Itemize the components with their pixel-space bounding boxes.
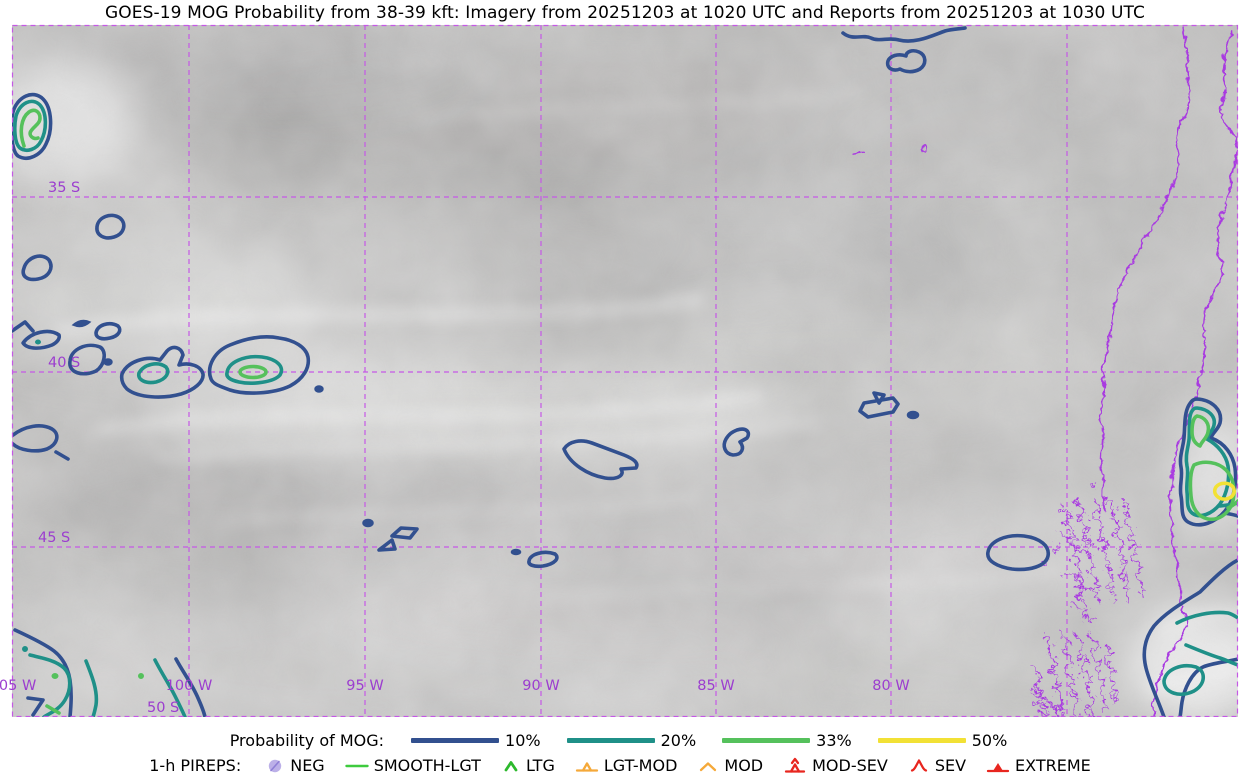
page-title: GOES-19 MOG Probability from 38-39 kft: … bbox=[105, 3, 1145, 23]
legend-item-label: EXTREME bbox=[1015, 756, 1091, 775]
legend-item-label: MOD bbox=[724, 756, 764, 775]
contours-20pct bbox=[13, 99, 1238, 717]
fjords bbox=[1027, 477, 1140, 717]
lon-label-95w: 95 W bbox=[346, 678, 383, 694]
lon-label-90w: 90 W bbox=[522, 678, 559, 694]
green-line-icon bbox=[345, 764, 369, 767]
legend-item-lgt-mod: LGT-MOD bbox=[575, 756, 678, 775]
legend-item-sev: SEV bbox=[908, 756, 966, 775]
satellite-imagery bbox=[12, 25, 1238, 717]
legend-item-label: MOD-SEV bbox=[812, 756, 888, 775]
lat-label-35s: 35 S bbox=[48, 180, 80, 196]
lon-label-85w: 85 W bbox=[697, 678, 734, 694]
prob-20-line-swatch bbox=[566, 738, 655, 743]
legend-item-ltg: LTG bbox=[501, 756, 555, 775]
legend-item-20pct: 20% bbox=[566, 731, 697, 750]
neg-circle-slash-icon bbox=[269, 759, 282, 772]
legend-item-label: SEV bbox=[934, 756, 967, 775]
legend-item-label: NEG bbox=[290, 756, 325, 775]
red-triangle-caret-icon bbox=[784, 757, 806, 773]
legend-item-label: 33% bbox=[816, 731, 852, 750]
legend-item-extreme: EXTREME bbox=[986, 756, 1091, 775]
legend-item-label: LGT-MOD bbox=[603, 756, 678, 775]
legend-item-label: 10% bbox=[505, 731, 541, 750]
map-border bbox=[11, 24, 1239, 717]
legend-item-label: SMOOTH-LGT bbox=[373, 756, 481, 775]
chile-coastline bbox=[1098, 25, 1189, 509]
prob-50-line-swatch bbox=[877, 738, 966, 743]
red-filled-triangle-icon bbox=[986, 762, 1010, 772]
legend-item-mod-sev: MOD-SEV bbox=[783, 756, 888, 775]
legend-item-mod: MOD bbox=[697, 756, 763, 775]
lon-label-100w: 100 W bbox=[166, 678, 213, 694]
red-caret-icon bbox=[910, 759, 927, 772]
graticule bbox=[12, 25, 1238, 717]
legend-item-label: 50% bbox=[971, 731, 1008, 750]
green-caret-icon bbox=[504, 760, 518, 771]
legend-item-10pct: 10% bbox=[411, 731, 541, 750]
mog-legend-title: Probability of MOG: bbox=[229, 731, 385, 750]
legend-item-50pct: 50% bbox=[877, 731, 1008, 750]
prob-10-line-swatch bbox=[411, 738, 500, 743]
legend-item-smooth-lgt: SMOOTH-LGT bbox=[345, 756, 481, 775]
lon-label-80w: 80 W bbox=[872, 678, 909, 694]
legend-item-label: LTG bbox=[525, 756, 555, 775]
geo-labels: 35 S 40 S 45 S 50 S 105 W 100 W 95 W 90 … bbox=[0, 180, 910, 716]
pireps-legend-title: 1-h PIREPS: bbox=[149, 756, 242, 775]
contours-10pct bbox=[12, 26, 1238, 717]
legend-item-neg: NEG bbox=[265, 756, 325, 775]
mog-legend-row: Probability of MOG: 10% 20% 33% 50% bbox=[0, 728, 1250, 753]
legend-item-33pct: 33% bbox=[722, 731, 852, 750]
lat-label-50s: 50 S bbox=[147, 700, 179, 716]
lat-label-40s: 40 S bbox=[48, 355, 80, 371]
map-canvas: 35 S 40 S 45 S 50 S 105 W 100 W 95 W 90 … bbox=[0, 24, 1239, 717]
lon-label-105w: 105 W bbox=[0, 678, 36, 694]
orange-triangle-baseline-icon bbox=[575, 761, 598, 772]
legend-item-label: 20% bbox=[660, 731, 697, 750]
prob-33-line-swatch bbox=[722, 738, 811, 743]
pireps-legend-row: 1-h PIREPS: NEG SMOOTH-LGT LTG LGT-MOD M… bbox=[0, 753, 1250, 778]
lat-label-45s: 45 S bbox=[38, 530, 70, 546]
contours-50pct bbox=[1212, 481, 1236, 501]
legend: Probability of MOG: 10% 20% 33% 50% 1-h … bbox=[0, 728, 1250, 778]
orange-caret-icon bbox=[700, 761, 717, 771]
